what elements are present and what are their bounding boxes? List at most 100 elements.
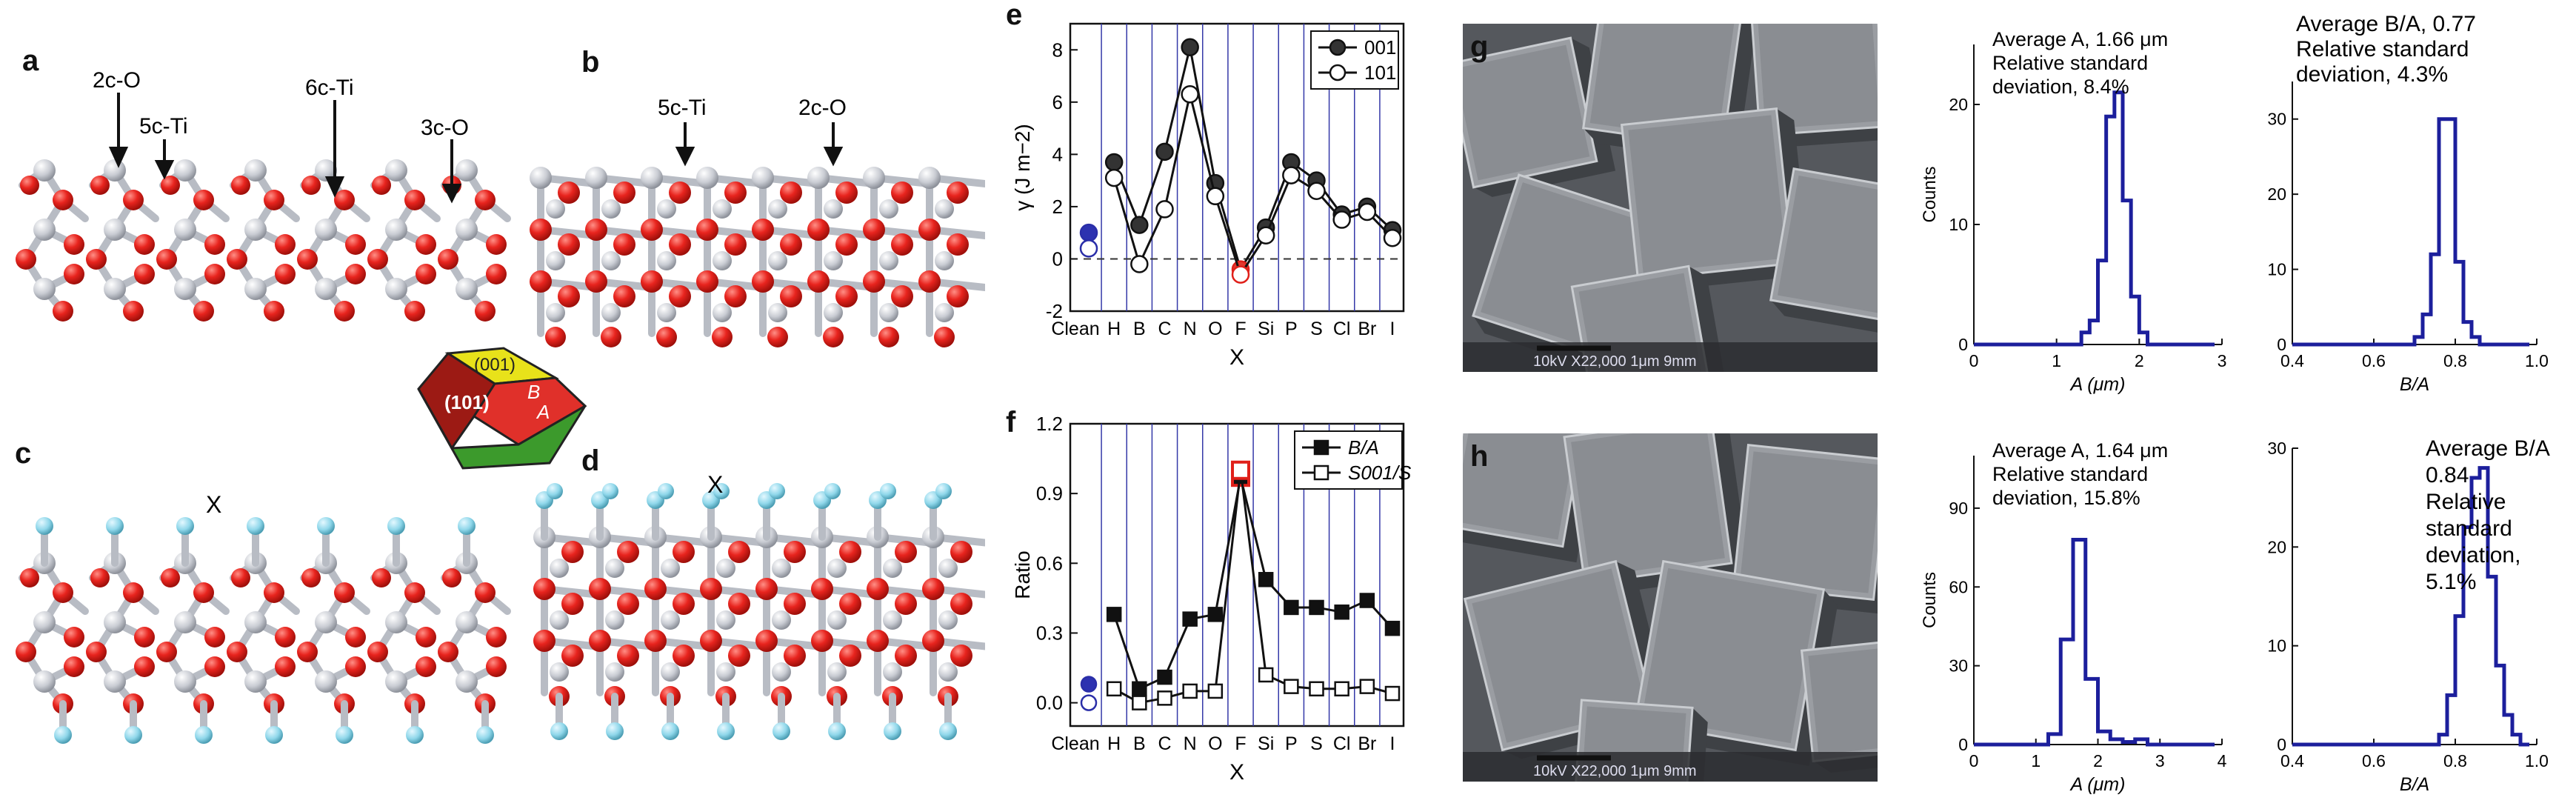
adsorbate-atom xyxy=(176,517,194,535)
y-tick-label: 6 xyxy=(1052,91,1063,113)
oxygen-atom xyxy=(752,270,774,293)
oxygen-atom xyxy=(134,656,155,677)
titanium-atom xyxy=(713,303,732,322)
oxygen-atom xyxy=(297,249,318,270)
x-tick-label: 1.0 xyxy=(2525,351,2549,370)
y-axis-label: Counts xyxy=(1920,166,1940,222)
stats-annotation: standard xyxy=(2426,516,2512,541)
titanium-atom xyxy=(752,167,774,189)
oxygen-atom xyxy=(438,249,458,270)
data-point xyxy=(1106,681,1122,697)
oxygen-atom xyxy=(700,578,722,600)
titanium-atom xyxy=(713,199,732,219)
titanium-atom xyxy=(33,159,56,182)
oxygen-atom xyxy=(533,578,555,600)
sem-info-text: 10kV X22,000 1μm 9mm xyxy=(1533,353,1697,370)
chart-f: 0.0 0.3 0.6 0.9 1.2 Clean H B C N O F Si P S Cl Br I X Rati… xyxy=(1011,415,1412,785)
oxygen-atom xyxy=(264,190,284,210)
x-tick-label: 0.4 xyxy=(2280,751,2304,770)
oxygen-atom xyxy=(696,270,718,293)
oxygen-atom xyxy=(275,264,296,284)
oxygen-atom xyxy=(784,593,806,615)
data-point xyxy=(1359,593,1375,608)
label-6c-Ti-a: 6c-Ti xyxy=(305,76,354,100)
oxygen-atom xyxy=(486,656,507,677)
titanium-atom xyxy=(657,199,676,219)
oxygen-atom xyxy=(835,182,858,204)
oxygen-atom xyxy=(204,264,225,284)
titanium-atom xyxy=(244,670,267,693)
oxygen-atom xyxy=(533,630,555,652)
oxygen-atom xyxy=(669,233,691,256)
titanium-atom xyxy=(385,611,407,633)
adsorbate-atom xyxy=(387,517,405,535)
y-axis-label: Counts xyxy=(1920,572,1940,628)
data-point xyxy=(1207,683,1224,699)
titanium-atom xyxy=(824,251,843,270)
data-point xyxy=(1132,695,1147,710)
adsorbate-atom xyxy=(769,483,785,499)
titanium-atom xyxy=(315,219,337,241)
x-tick-label: S xyxy=(1310,733,1323,754)
data-point xyxy=(1309,599,1324,616)
y-tick-label: 4 xyxy=(1052,143,1063,165)
oxygen-atom xyxy=(947,182,969,204)
adsorbate-atom xyxy=(547,483,563,499)
oxygen-atom xyxy=(416,264,436,284)
legend-label: 101 xyxy=(1364,61,1396,84)
oxygen-atom xyxy=(613,182,635,204)
histogram-outline xyxy=(2292,117,2529,347)
data-point xyxy=(1181,84,1199,104)
data-point xyxy=(1157,690,1172,706)
oxygen-atom xyxy=(264,582,284,603)
x-tick-label: P xyxy=(1285,319,1298,339)
oxygen-atom xyxy=(416,234,436,255)
crystal-label-B: B xyxy=(527,381,540,403)
adsorbate-atom xyxy=(247,517,264,535)
data-point xyxy=(1309,681,1324,697)
oxygen-atom xyxy=(780,233,802,256)
oxygen-atom xyxy=(724,285,747,307)
label-X-d: X xyxy=(707,471,723,498)
oxygen-atom xyxy=(807,270,830,293)
oxygen-atom xyxy=(297,642,318,662)
titanium-atom xyxy=(33,219,56,241)
data-point xyxy=(1079,223,1098,242)
titanium-atom xyxy=(456,611,478,633)
y-tick-label: 20 xyxy=(1949,95,1968,114)
y-tick-label: 1.2 xyxy=(1036,415,1063,435)
oxygen-atom xyxy=(64,627,84,647)
data-point xyxy=(1207,607,1224,622)
oxygen-atom xyxy=(558,233,580,256)
oxygen-atom xyxy=(64,656,84,677)
legend-box xyxy=(1310,30,1399,90)
legend-label: S001/S xyxy=(1348,462,1412,484)
x-tick-label: Cl xyxy=(1333,319,1351,339)
titanium-atom xyxy=(661,610,680,630)
oxygen-atom xyxy=(367,249,388,270)
oxygen-atom xyxy=(918,219,941,241)
titanium-atom xyxy=(174,670,196,693)
stats-annotation: Relative xyxy=(2426,490,2506,514)
titanium-atom xyxy=(772,610,791,630)
y-tick-label: 30 xyxy=(1949,656,1968,676)
oxygen-atom xyxy=(334,582,355,603)
oxygen-atom xyxy=(724,233,747,256)
oxygen-atom xyxy=(589,630,611,652)
y-tick-label: -2 xyxy=(1046,300,1063,322)
oxygen-atom xyxy=(558,182,580,204)
oxygen-atom xyxy=(558,285,580,307)
titanium-atom xyxy=(601,251,621,270)
titanium-atom xyxy=(935,251,954,270)
label-5c-Ti-a: 5c-Ti xyxy=(139,114,188,139)
adsorbate-atom xyxy=(935,483,952,499)
oxygen-atom xyxy=(227,249,247,270)
stats-annotation: Average A, 1.64 μm xyxy=(1992,439,2168,462)
histogram-outline xyxy=(1974,537,2215,747)
adsorbate-atom xyxy=(458,517,476,535)
x-tick-label: 1.0 xyxy=(2525,751,2549,770)
oxygen-atom xyxy=(863,219,885,241)
oxygen-atom xyxy=(334,190,355,210)
oxygen-atom xyxy=(345,264,366,284)
oxygen-atom xyxy=(204,627,225,647)
